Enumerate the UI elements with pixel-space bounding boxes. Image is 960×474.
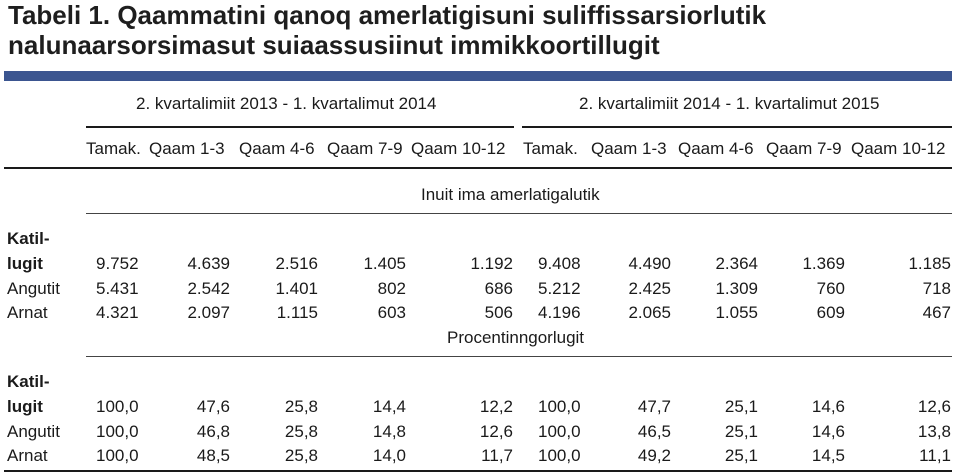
table-cell: 14,6 xyxy=(811,422,845,441)
table-cell: 603 xyxy=(377,303,406,322)
table-cell: 760 xyxy=(816,279,845,298)
row-label-men: Angutit xyxy=(7,422,60,441)
table-cell: 1.369 xyxy=(802,254,845,273)
table-cell: 2.516 xyxy=(275,254,318,273)
table-cell: 2.065 xyxy=(628,303,671,322)
table-cell: 1.405 xyxy=(363,254,406,273)
table-cell: 46,8 xyxy=(196,422,230,441)
table-cell: 5.431 xyxy=(96,279,139,298)
table-cell: 2.364 xyxy=(715,254,758,273)
table-cell: 609 xyxy=(816,303,845,322)
table-cell: 14,8 xyxy=(372,422,406,441)
column-header: Qaam 1-3 xyxy=(149,139,225,158)
table-cell: 47,6 xyxy=(196,397,230,416)
table-cell: 25,8 xyxy=(284,422,318,441)
column-header: Tamak. xyxy=(523,139,578,158)
table-cell: 718 xyxy=(922,279,951,298)
table-cell: 9.752 xyxy=(96,254,139,273)
column-header: Qaam 10-12 xyxy=(411,139,506,158)
column-header: Qaam 7-9 xyxy=(766,139,842,158)
column-header: Qaam 1-3 xyxy=(591,139,667,158)
table-cell: 12,2 xyxy=(479,397,513,416)
table-cell: 47,7 xyxy=(637,397,671,416)
table-cell: 25,8 xyxy=(284,397,318,416)
row-label-total: lugit xyxy=(7,254,43,273)
row-label-total-top: Katil- xyxy=(7,229,50,248)
table-cell: 25,8 xyxy=(284,446,318,465)
table-cell: 11,1 xyxy=(919,446,951,465)
table-bottom-rule xyxy=(4,470,952,472)
table-cell: 4.321 xyxy=(96,303,139,322)
table-cell: 100,0 xyxy=(538,397,581,416)
table-cell: 506 xyxy=(484,303,513,322)
table-cell: 1.115 xyxy=(276,303,318,322)
table-title: Tabeli 1. Qaammatini qanoq amerlatigisun… xyxy=(8,0,767,60)
table-cell: 48,5 xyxy=(196,446,230,465)
row-label-total: lugit xyxy=(7,397,43,416)
table-cell: 2.542 xyxy=(187,279,230,298)
table-cell: 100,0 xyxy=(96,422,139,441)
table-cell: 4.196 xyxy=(538,303,581,322)
table-cell: 12,6 xyxy=(479,422,513,441)
row-label-women: Arnat xyxy=(7,303,48,322)
table-cell: 100,0 xyxy=(538,446,581,465)
header-divider xyxy=(4,167,952,169)
period-header-1: 2. kvartalimiit 2013 - 1. kvartalimut 20… xyxy=(136,94,437,113)
table-cell: 13,8 xyxy=(917,422,951,441)
table-cell: 100,0 xyxy=(538,422,581,441)
table-cell: 802 xyxy=(377,279,406,298)
column-header: Qaam 7-9 xyxy=(327,139,403,158)
table-cell: 686 xyxy=(484,279,513,298)
table-cell: 100,0 xyxy=(96,397,139,416)
section-divider xyxy=(86,356,952,357)
table-cell: 4.639 xyxy=(187,254,230,273)
title-accent-bar xyxy=(4,71,952,81)
table-cell: 14,5 xyxy=(811,446,845,465)
row-label-women: Arnat xyxy=(7,446,48,465)
table-cell: 46,5 xyxy=(637,422,671,441)
table-cell: 1.192 xyxy=(470,254,513,273)
section-heading-percent: Procentinngorlugit xyxy=(447,328,585,347)
table-cell: 2.425 xyxy=(628,279,671,298)
table-cell: 11,7 xyxy=(481,446,513,465)
table-cell: 1.401 xyxy=(275,279,318,298)
table-cell: 4.490 xyxy=(628,254,671,273)
table-cell: 1.055 xyxy=(715,303,758,322)
table-cell: 14,4 xyxy=(372,397,406,416)
section-heading-counts: Inuit ima amerlatigalutik xyxy=(421,185,600,204)
period-header-2: 2. kvartalimiit 2014 - 1. kvartalimut 20… xyxy=(579,94,880,113)
column-header: Qaam 4-6 xyxy=(239,139,315,158)
table-cell: 1.309 xyxy=(715,279,758,298)
table-cell: 49,2 xyxy=(637,446,671,465)
section-divider xyxy=(86,213,952,214)
table-cell: 25,1 xyxy=(724,397,758,416)
period-underline-2 xyxy=(522,126,952,128)
column-header: Tamak. xyxy=(86,139,141,158)
table-cell: 5.212 xyxy=(538,279,581,298)
column-header: Qaam 10-12 xyxy=(851,139,946,158)
table-cell: 14,0 xyxy=(372,446,406,465)
table-cell: 12,6 xyxy=(917,397,951,416)
table-cell: 467 xyxy=(922,303,951,322)
row-label-total-top: Katil- xyxy=(7,372,50,391)
table-cell: 25,1 xyxy=(724,446,758,465)
table-cell: 100,0 xyxy=(96,446,139,465)
table-cell: 1.185 xyxy=(908,254,951,273)
column-header: Qaam 4-6 xyxy=(678,139,754,158)
table-cell: 14,6 xyxy=(811,397,845,416)
table-cell: 25,1 xyxy=(724,422,758,441)
table-cell: 2.097 xyxy=(187,303,230,322)
row-label-men: Angutit xyxy=(7,279,60,298)
period-underline-1 xyxy=(86,126,514,128)
table-cell: 9.408 xyxy=(538,254,581,273)
